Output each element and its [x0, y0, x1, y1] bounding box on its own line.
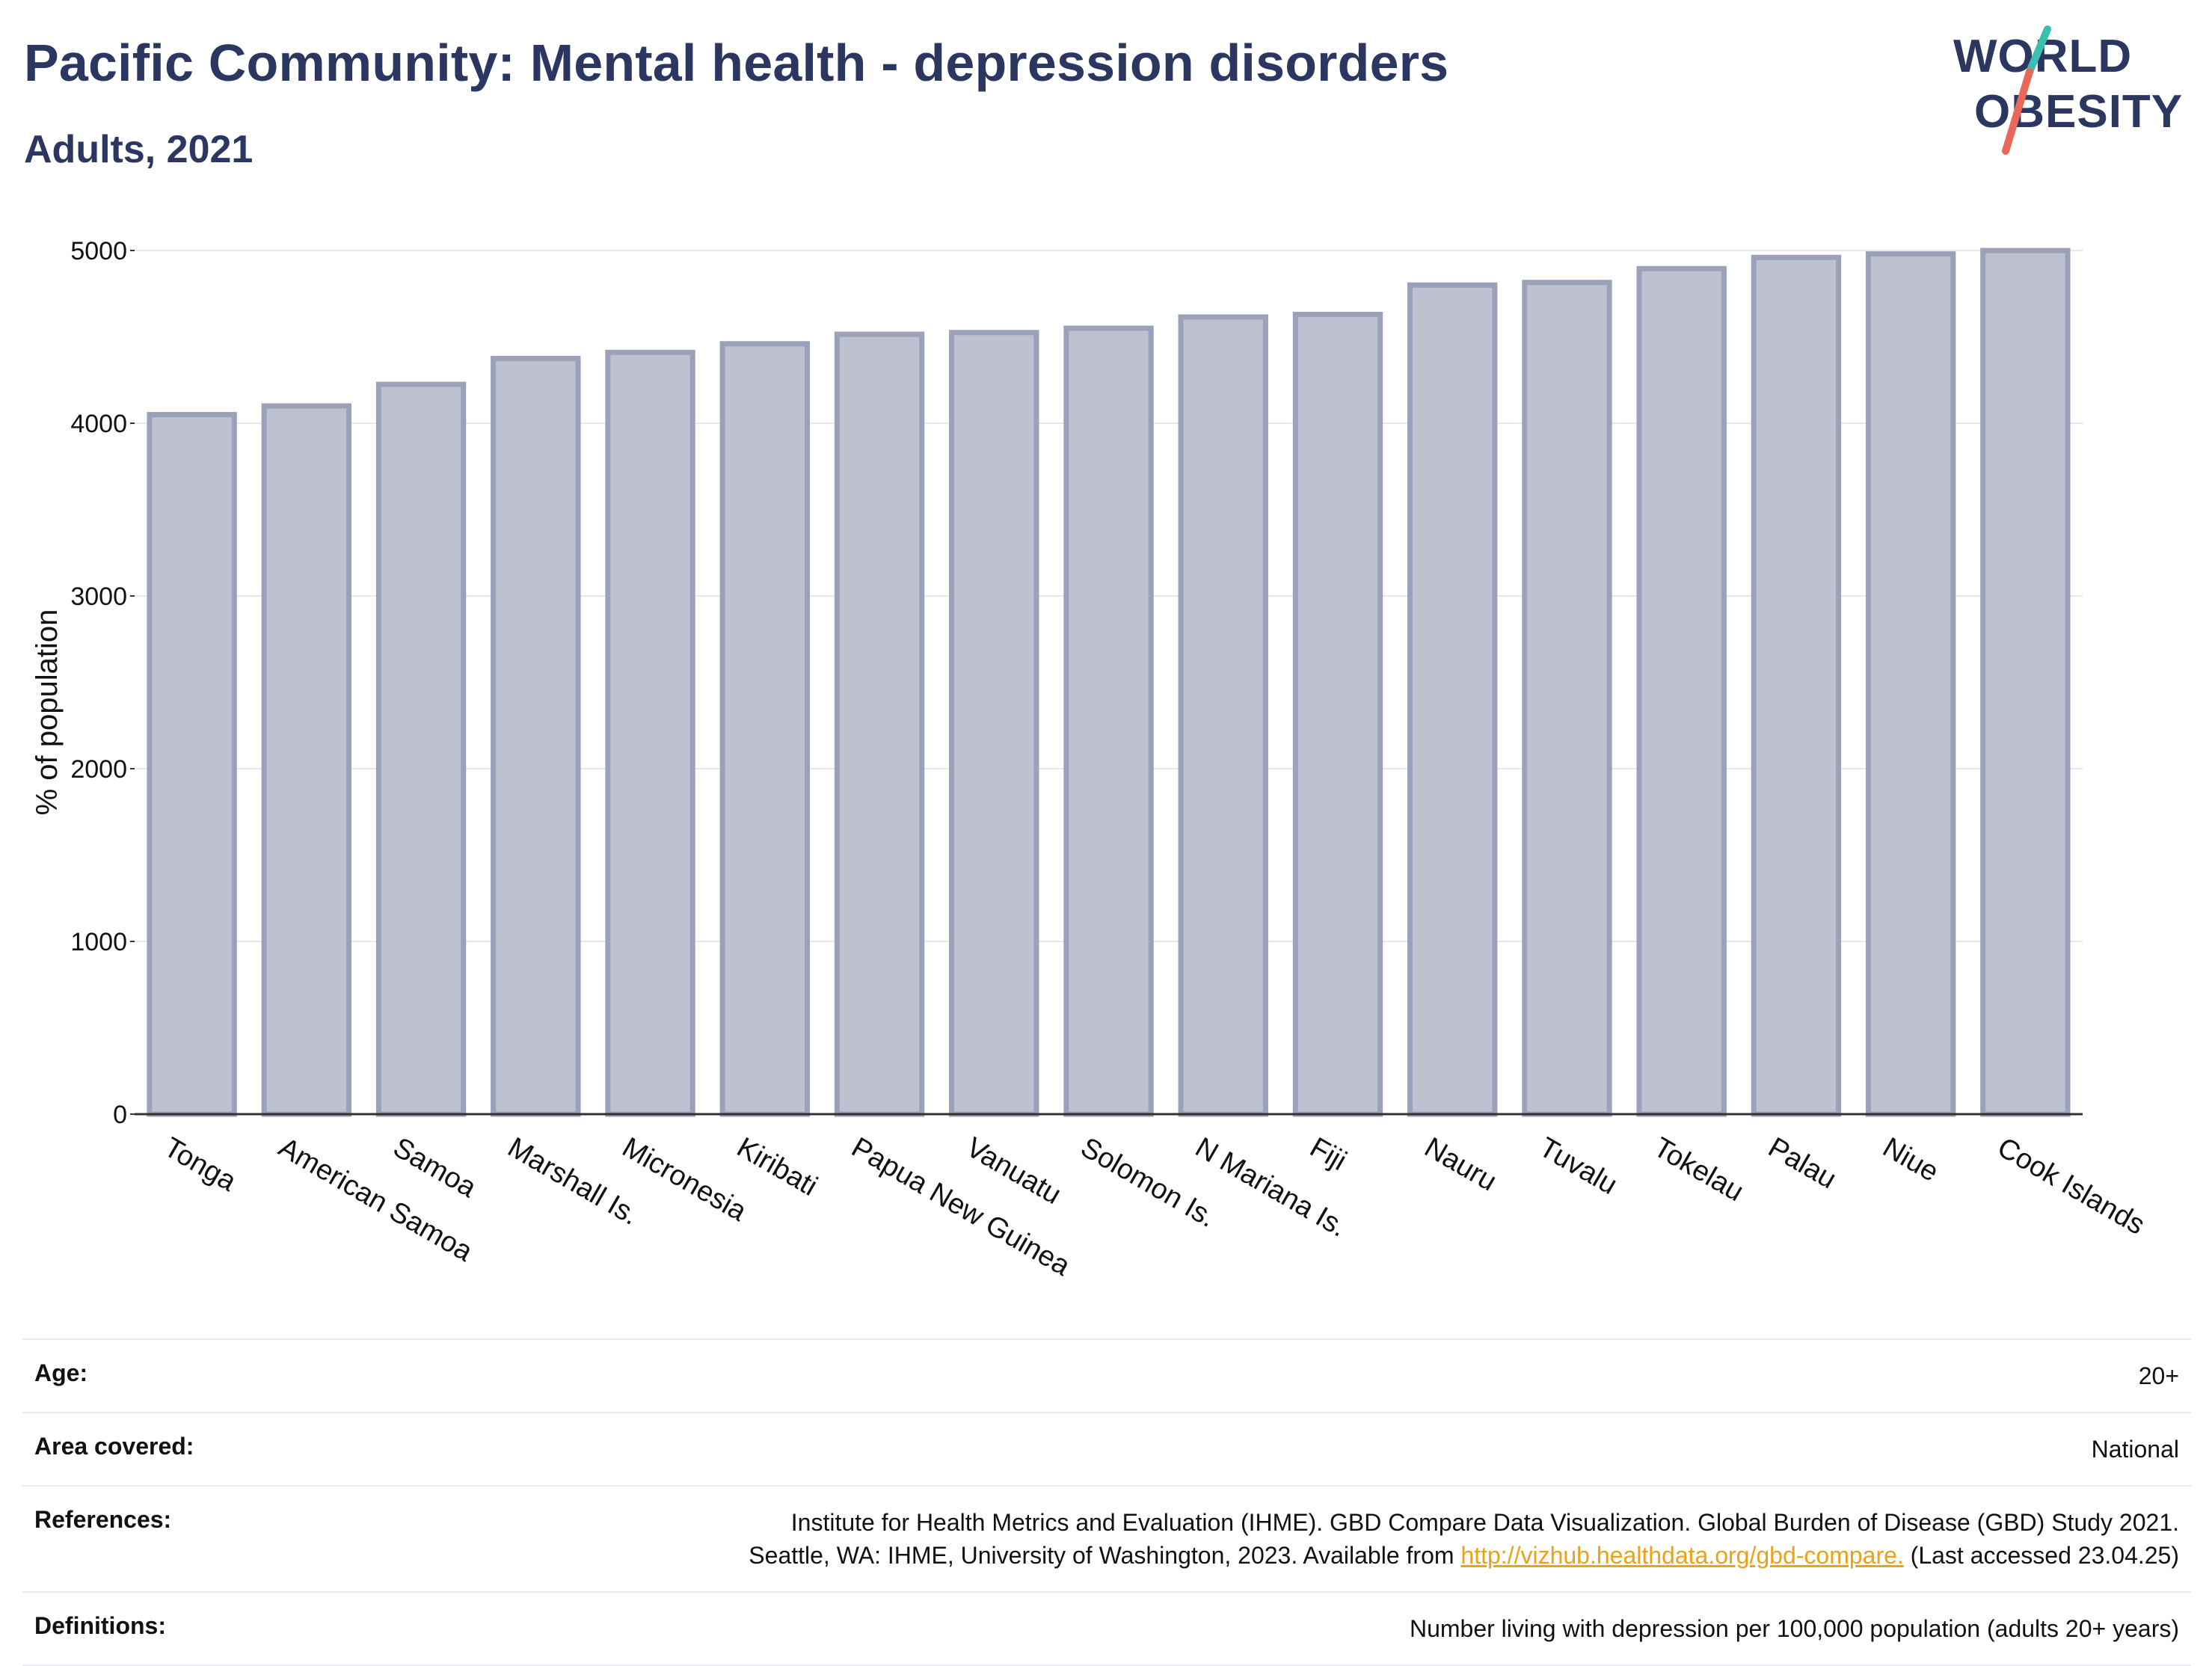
- page-subtitle: Adults, 2021: [24, 128, 254, 171]
- bar: [261, 403, 352, 1117]
- meta-value-definitions: Number living with depression per 100,00…: [1409, 1615, 2179, 1642]
- meta-row-definitions: Definitions: Number living with depressi…: [22, 1591, 2191, 1666]
- bar: [375, 381, 467, 1117]
- logo-slash-icon: [2002, 25, 2051, 155]
- bar: [147, 411, 237, 1117]
- x-tick-label: Marshall Is.: [503, 1131, 644, 1232]
- x-tick-label: Kiribati: [731, 1131, 823, 1202]
- x-tick-label: Tuvalu: [1534, 1131, 1623, 1201]
- x-tick-label: Tokelau: [1648, 1131, 1748, 1208]
- bar: [1751, 254, 1842, 1117]
- reference-line-2-suffix: (Last accessed 23.04.25): [1903, 1542, 2179, 1569]
- meta-key-area: Area covered:: [34, 1433, 194, 1460]
- meta-row-area: Area covered: National: [22, 1412, 2191, 1485]
- bar: [1522, 280, 1612, 1117]
- meta-key-age: Age:: [34, 1359, 88, 1386]
- x-tick-label: Samoa: [388, 1131, 482, 1204]
- meta-key-definitions: Definitions:: [34, 1612, 166, 1639]
- y-tick-label: 0: [113, 1101, 127, 1129]
- x-tick-label: Tonga: [159, 1131, 242, 1198]
- meta-value-area: National: [2091, 1436, 2179, 1463]
- x-tick-label: Palau: [1763, 1131, 1841, 1195]
- logo-slash-teal: [2026, 25, 2051, 76]
- bar: [1865, 251, 1956, 1117]
- bar-chart: 0 1000 2000 3000 4000 5000 Tonga American Samo…: [31, 237, 2150, 1282]
- bar: [605, 349, 695, 1117]
- meta-row-references: References: Institute for Health Metrics…: [22, 1485, 2191, 1591]
- y-tick-label: 4000: [70, 410, 127, 438]
- logo-slash-red: [2002, 68, 2033, 155]
- y-tick-label: 2000: [70, 755, 127, 784]
- reference-line-1: Institute for Health Metrics and Evaluat…: [790, 1509, 2179, 1536]
- bar: [949, 330, 1039, 1117]
- bar: [1636, 265, 1727, 1117]
- bar: [1178, 314, 1268, 1117]
- y-axis-title: % of population: [31, 609, 64, 816]
- y-axis-ticks: 0 1000 2000 3000 4000 5000: [70, 237, 135, 1129]
- x-tick-label: Fiji: [1304, 1131, 1351, 1177]
- reference-line-2-prefix: Seattle, WA: IHME, University of Washing…: [749, 1542, 1461, 1569]
- y-tick-label: 3000: [70, 583, 127, 611]
- x-tick-label: Nauru: [1419, 1131, 1502, 1197]
- x-tick-label: Papua New Guinea: [847, 1131, 1076, 1282]
- y-tick-label: 1000: [70, 928, 127, 956]
- metadata-table: Age: 20+ Area covered: National Referenc…: [22, 1338, 2191, 1666]
- bar: [1292, 311, 1383, 1117]
- x-tick-label: Cook Islands: [1992, 1131, 2150, 1241]
- reference-link[interactable]: http://vizhub.healthdata.org/gbd-compare…: [1460, 1542, 1904, 1569]
- meta-row-age: Age: 20+: [22, 1338, 2191, 1412]
- bars: [147, 248, 2071, 1117]
- bar: [1063, 325, 1154, 1117]
- y-tick-label: 5000: [70, 237, 127, 265]
- world-obesity-logo: WORLD OBESITY: [1944, 22, 2199, 157]
- meta-value-age: 20+: [2138, 1362, 2179, 1389]
- bar: [1407, 282, 1498, 1117]
- x-tick-label: American Samoa: [273, 1131, 478, 1268]
- bar: [719, 341, 810, 1117]
- bar: [834, 331, 925, 1117]
- bar: [491, 355, 581, 1117]
- x-tick-label: Niue: [1878, 1131, 1944, 1187]
- meta-key-references: References:: [34, 1506, 172, 1533]
- bar: [1980, 248, 2071, 1117]
- meta-value-references: Institute for Health Metrics and Evaluat…: [749, 1506, 2179, 1572]
- page-title: Pacific Community: Mental health - depre…: [24, 34, 1449, 92]
